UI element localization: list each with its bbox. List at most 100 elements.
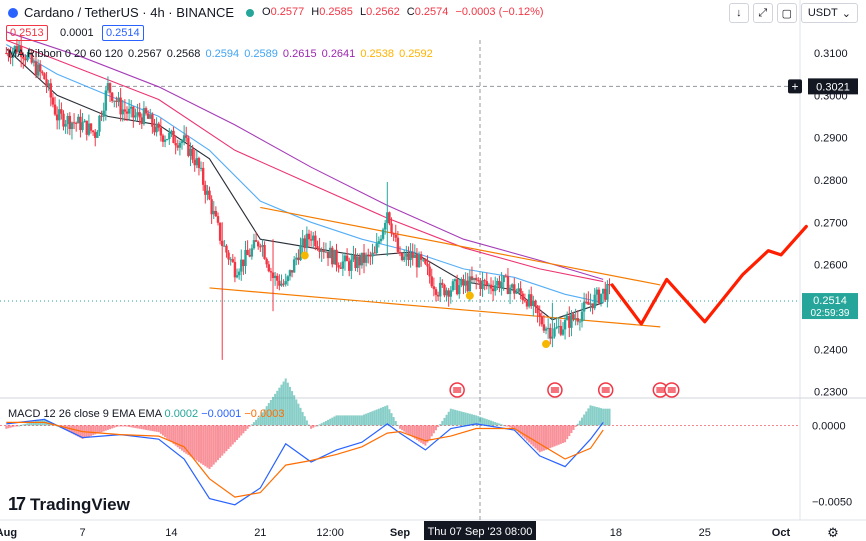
macd-histogram-bar xyxy=(494,422,497,426)
candle-body xyxy=(517,288,520,292)
ma-value: 0.2641 xyxy=(321,48,356,60)
candle-body xyxy=(47,83,50,87)
candle-body xyxy=(15,46,19,53)
macd-histogram-bar xyxy=(415,425,418,440)
macd-histogram-bar xyxy=(183,425,186,453)
macd-histogram-bar xyxy=(386,405,389,426)
macd-legend[interactable]: MACD 12 26 close 9 EMA EMA 0.0002 −0.000… xyxy=(8,408,284,420)
macd-histogram-bar xyxy=(341,415,344,426)
macd-histogram-bar xyxy=(432,425,435,434)
macd-histogram-bar xyxy=(466,413,469,426)
macd-histogram-bar xyxy=(401,425,404,431)
macd-histogram-bar xyxy=(475,415,478,426)
macd-histogram-bar xyxy=(117,425,120,427)
arrow-down-icon[interactable]: ↓ xyxy=(728,3,749,23)
macd-histogram-bar xyxy=(185,425,188,454)
dividend-marker-icon xyxy=(542,340,551,349)
candle-body xyxy=(445,290,448,296)
candle-body xyxy=(523,300,527,302)
candle-body xyxy=(117,97,120,102)
flag-stripes-icon xyxy=(656,387,665,393)
bid-price[interactable]: 0.2513 xyxy=(6,25,48,41)
candle-body xyxy=(546,327,550,329)
macd-histogram-bar xyxy=(358,415,361,426)
candle-body xyxy=(163,139,167,142)
low-value: 0.2562 xyxy=(366,6,400,18)
macd-histogram-bar xyxy=(206,425,209,468)
symbol-title[interactable]: Cardano / TetherUS · 4h · BINANCE xyxy=(8,5,255,20)
candle-body xyxy=(292,259,296,273)
macd-histogram-bar xyxy=(214,425,217,463)
macd-histogram-bar xyxy=(119,425,122,427)
macd-histogram-bar xyxy=(591,405,594,426)
candle-body xyxy=(168,132,171,140)
candle-body xyxy=(60,109,63,114)
macd-histogram-bar xyxy=(468,413,471,426)
macd-histogram-bar xyxy=(90,425,93,436)
candle-body xyxy=(574,318,577,320)
macd-histogram-bar xyxy=(307,424,310,426)
candle-body xyxy=(578,321,582,323)
time-tick-label: 12:00 xyxy=(316,527,344,539)
time-tick-label: Oct xyxy=(772,527,791,539)
macd-histogram-bar xyxy=(255,419,258,426)
candle-body xyxy=(436,294,440,297)
candle-body xyxy=(377,241,381,244)
ask-price[interactable]: 0.2514 xyxy=(102,25,144,41)
candle-body xyxy=(443,284,446,296)
channel-trendline xyxy=(209,287,661,328)
fullscreen-icon[interactable]: ⤢ xyxy=(752,3,773,23)
macd-histogram-bar xyxy=(115,425,118,427)
candle-body xyxy=(106,83,110,91)
time-tick-label: Aug xyxy=(0,527,17,539)
candle-body xyxy=(428,266,431,277)
macd-histogram-bar xyxy=(513,425,516,429)
macd-histogram-bar xyxy=(301,412,304,426)
candle-body xyxy=(49,83,52,98)
spread-value: 0.0001 xyxy=(60,27,94,39)
macd-histogram-bar xyxy=(407,425,410,435)
candle-body xyxy=(206,190,209,195)
candle-body xyxy=(265,258,268,265)
macd-histogram-bar xyxy=(138,425,141,429)
symbol-label: Cardano / TetherUS · 4h · BINANCE xyxy=(24,5,235,20)
candle-body xyxy=(301,238,304,246)
candle-body xyxy=(250,248,254,257)
window-icon[interactable]: ▢ xyxy=(776,3,797,23)
macd-histogram-bar xyxy=(104,425,107,431)
currency-select[interactable]: USDT ⌄ xyxy=(800,3,858,23)
macd-histogram-bar xyxy=(13,425,16,427)
macd-histogram-bar xyxy=(443,417,446,426)
macd-histogram-bar xyxy=(373,410,376,426)
candle-body xyxy=(424,259,427,264)
candle-body xyxy=(453,279,457,282)
candle-body xyxy=(417,254,421,268)
macd-histogram-bar xyxy=(267,403,270,426)
tradingview-logo[interactable]: 17 TradingView xyxy=(8,494,130,515)
macd-histogram-bar xyxy=(153,425,156,432)
ma-ribbon-legend[interactable]: MA Ribbon 0 20 60 120 0.2567 0.2568 0.25… xyxy=(8,48,435,60)
macd-histogram-bar xyxy=(295,399,298,426)
candle-body xyxy=(356,256,359,269)
candle-body xyxy=(172,130,175,143)
candle-body xyxy=(39,64,42,72)
candle-body xyxy=(191,148,194,160)
macd-histogram-bar xyxy=(96,425,99,434)
candle-body xyxy=(284,281,287,285)
candle-body xyxy=(66,115,69,125)
macd-histogram-bar xyxy=(545,425,548,450)
candle-body xyxy=(214,210,218,217)
candle-body xyxy=(297,257,300,261)
candle-body xyxy=(216,216,220,223)
candle-body xyxy=(121,109,124,115)
macd-histogram-bar xyxy=(7,425,10,429)
macd-histogram-bar xyxy=(284,378,287,426)
macd-histogram-bar xyxy=(164,425,167,438)
macd-histogram-bar xyxy=(314,425,317,427)
candle-body xyxy=(98,115,101,132)
candle-body xyxy=(221,240,224,247)
macd-histogram-bar xyxy=(233,425,236,443)
macd-histogram-bar xyxy=(221,425,224,456)
ma-value: 0.2589 xyxy=(244,48,278,60)
